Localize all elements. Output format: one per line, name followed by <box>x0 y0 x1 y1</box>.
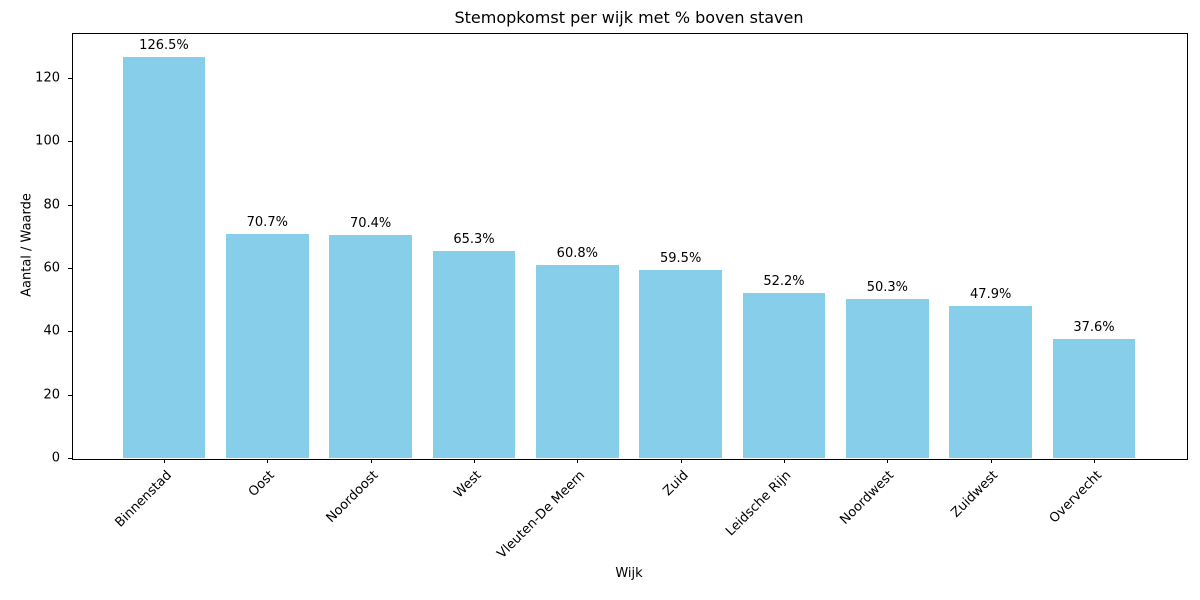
x-axis-tick-mark <box>370 459 372 463</box>
y-tick-label: 100 <box>35 133 60 149</box>
bar <box>1052 338 1136 458</box>
x-tick-label: Oost <box>246 468 278 500</box>
x-axis-tick-mark <box>680 459 682 463</box>
x-axis-tick-mark <box>1094 459 1096 463</box>
x-tick-label: Noordoost <box>323 468 382 526</box>
y-axis-tick-mark <box>68 394 72 396</box>
bar <box>329 235 412 458</box>
y-axis-tick-mark <box>68 204 72 206</box>
y-tick-label: 120 <box>35 70 60 86</box>
x-axis-tick-mark <box>267 459 269 463</box>
bar <box>846 298 929 458</box>
chart-title: Stemopkomst per wijk met % boven staven <box>454 8 804 27</box>
bar-value-label: 50.3% <box>866 279 908 295</box>
x-tick-label: Noordwest <box>837 468 898 528</box>
y-axis-tick-mark <box>68 141 72 143</box>
y-axis-tick-mark <box>68 267 72 269</box>
x-tick-label: Vleuten-De Meern <box>494 468 589 562</box>
bar <box>122 57 206 458</box>
bar-value-label: 70.7% <box>246 215 288 231</box>
bar <box>639 269 722 458</box>
y-axis-tick-mark <box>68 77 72 79</box>
y-axis-tick-mark <box>68 331 72 333</box>
y-tick-label: 40 <box>43 323 60 339</box>
y-tick-label: 60 <box>43 260 60 276</box>
x-axis-tick-mark <box>473 459 475 463</box>
x-axis-label: Wijk <box>615 566 643 581</box>
x-tick-label: Zuidwest <box>948 468 1001 521</box>
x-axis-tick-mark <box>887 459 889 463</box>
x-axis-tick-mark <box>577 459 579 463</box>
bar <box>742 292 826 458</box>
y-tick-label: 80 <box>43 197 60 213</box>
bar-value-label: 126.5% <box>139 38 189 54</box>
bar <box>432 251 516 458</box>
y-axis-tick-mark <box>68 458 72 459</box>
x-tick-label: Overvecht <box>1046 468 1106 527</box>
x-tick-label: Binnenstad <box>112 468 175 531</box>
bar <box>949 306 1032 458</box>
bar-value-label: 65.3% <box>453 232 495 248</box>
x-axis-tick-mark <box>163 459 165 463</box>
bar-value-label: 37.6% <box>1073 319 1115 335</box>
y-tick-label: 0 <box>51 450 60 466</box>
x-tick-label: West <box>451 468 485 502</box>
x-tick-label: Zuid <box>660 468 692 500</box>
bar-value-label: 70.4% <box>349 216 392 232</box>
bar <box>535 265 619 458</box>
bar-value-label: 47.9% <box>970 287 1012 303</box>
x-axis-tick-mark <box>990 459 992 463</box>
x-axis-tick-mark <box>784 459 785 463</box>
bar-value-label: 60.8% <box>556 246 598 262</box>
bar-value-label: 52.2% <box>763 273 805 289</box>
bar <box>225 234 309 458</box>
bar-value-label: 59.5% <box>660 250 702 266</box>
y-tick-label: 20 <box>43 387 60 403</box>
x-tick-label: Leidsche Rijn <box>723 468 795 540</box>
